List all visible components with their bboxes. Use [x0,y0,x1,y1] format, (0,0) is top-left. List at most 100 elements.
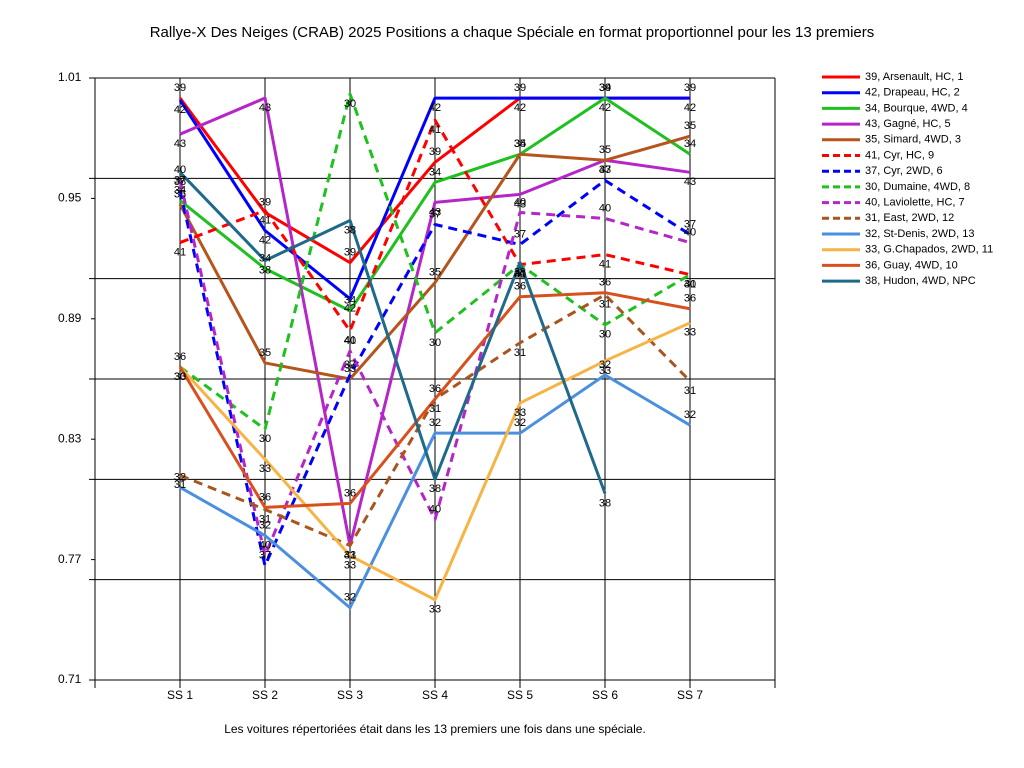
point-label: 37 [259,550,271,562]
point-label: 39 [174,82,186,94]
y-tick-label: 1.01 [58,70,82,84]
point-label: 42 [259,234,271,246]
x-tick-label: SS 2 [252,688,278,702]
point-label: 33 [344,559,356,571]
point-label: 34 [174,184,186,196]
y-tick-label: 0.83 [58,431,82,445]
point-label: 30 [344,98,356,110]
legend-label: 35, Simard, 4WD, 3 [865,134,961,146]
point-label: 33 [259,463,271,475]
point-label: 38 [514,267,526,279]
point-label: 35 [344,363,356,375]
x-tick-label: SS 7 [677,688,703,702]
point-label: 34 [514,138,526,150]
point-label: 36 [174,351,186,363]
point-label: 43 [344,549,356,561]
point-label: 38 [259,265,271,277]
point-label: 34 [344,295,356,307]
point-label: 32 [174,471,186,483]
point-label: 32 [259,519,271,531]
series-line [178,291,691,509]
point-label: 31 [174,479,186,491]
point-label: 36 [684,293,696,305]
legend-label: 37, Cyr, 2WD, 6 [865,165,943,177]
point-label: 36 [599,277,611,289]
point-label: 34 [684,138,696,150]
point-label: 32 [344,592,356,604]
point-label: 34 [429,166,441,178]
point-label: 35 [174,188,186,200]
point-label: 37 [174,174,186,186]
legend-label: 30, Dumaine, 4WD, 8 [865,181,970,193]
point-label: 34 [259,253,271,265]
point-label: 37 [684,218,696,230]
point-label: 30 [259,433,271,445]
point-label: 38 [174,176,186,188]
point-label: 39 [684,82,696,94]
legend-label: 42, Drapeau, HC, 2 [865,87,960,99]
point-label: 30 [429,337,441,349]
point-label: 40 [259,539,271,551]
point-label: 42 [514,102,526,114]
point-label: 35 [684,120,696,132]
point-label: 30 [599,329,611,341]
y-tick-label: 0.95 [58,191,82,205]
footnote: Les voitures répertoriées était dans les… [224,722,646,736]
point-label: 38 [429,483,441,495]
point-label: 38 [344,224,356,236]
series-line [178,134,691,381]
legend-label: 40, Laviolette, HC, 7 [865,197,965,209]
point-label: 31 [429,403,441,415]
point-label: 35 [514,138,526,150]
point-label: 40 [684,226,696,238]
series-line [179,96,691,313]
point-label: 40 [174,164,186,176]
point-label: 31 [514,347,526,359]
series-line [178,171,607,494]
point-label: 40 [514,196,526,208]
series-line [179,373,691,610]
legend-label: 36, Guay, 4WD, 10 [865,259,958,271]
point-label: 40 [344,335,356,347]
point-label: 43 [259,102,271,114]
point-label: 42 [684,102,696,114]
point-label: 37 [599,164,611,176]
point-label: 37 [514,228,526,240]
point-label: 31 [344,549,356,561]
point-label: 43 [684,176,696,188]
legend-label: 39, Arsenault, HC, 1 [865,71,963,83]
point-label: 36 [344,487,356,499]
point-label: 31 [259,513,271,525]
series-line [179,118,691,333]
x-tick-label: SS 4 [422,688,448,702]
point-label: 39 [344,247,356,259]
point-label: 31 [599,299,611,311]
point-label: 33 [514,407,526,419]
y-tick-label: 0.77 [58,552,82,566]
point-label: 39 [599,82,611,94]
point-label: 30 [514,269,526,281]
point-label: 39 [259,196,271,208]
point-label: 43 [599,164,611,176]
y-tick-label: 0.89 [58,311,82,325]
point-label: 36 [429,383,441,395]
point-label: 39 [429,146,441,158]
point-label: 41 [344,335,356,347]
point-label: 43 [514,198,526,210]
point-label: 41 [514,269,526,281]
legend-label: 31, East, 2WD, 12 [865,212,954,224]
point-label: 33 [599,365,611,377]
point-label: 41 [174,246,186,258]
legend-label: 41, Cyr, HC, 9 [865,149,934,161]
point-label: 37 [429,208,441,220]
point-label: 30 [174,371,186,383]
point-label: 35 [259,347,271,359]
point-label: 33 [429,604,441,616]
point-label: 39 [514,82,526,94]
point-label: 40 [599,202,611,214]
point-label: 32 [514,417,526,429]
x-tick-label: SS 1 [167,688,193,702]
point-label: 36 [514,281,526,293]
